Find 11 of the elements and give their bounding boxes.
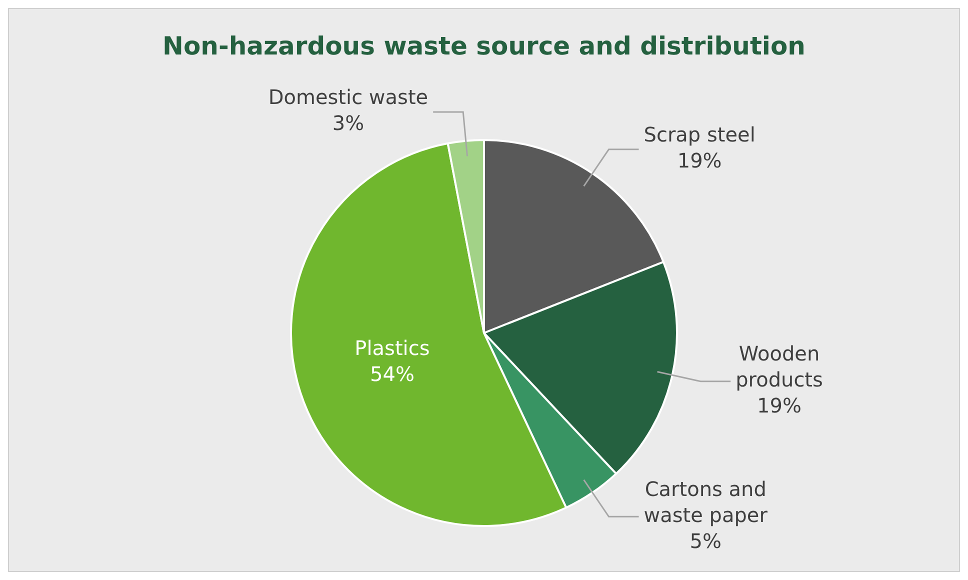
- slice-label: Domestic waste: [268, 85, 428, 110]
- data-label: 5%: [690, 528, 722, 553]
- chart-title: Non-hazardous waste source and distribution: [162, 32, 806, 60]
- slice-label: Plastics: [354, 336, 430, 360]
- data-label: 54%: [370, 362, 414, 386]
- data-label: 19%: [757, 394, 802, 418]
- slice-label: Wooden products: [736, 342, 823, 392]
- data-label: 3%: [332, 111, 364, 136]
- slice-label: Scrap steel: [644, 122, 756, 147]
- slice-label: Cartons and waste paper: [644, 476, 768, 527]
- data-label: 19%: [677, 148, 722, 173]
